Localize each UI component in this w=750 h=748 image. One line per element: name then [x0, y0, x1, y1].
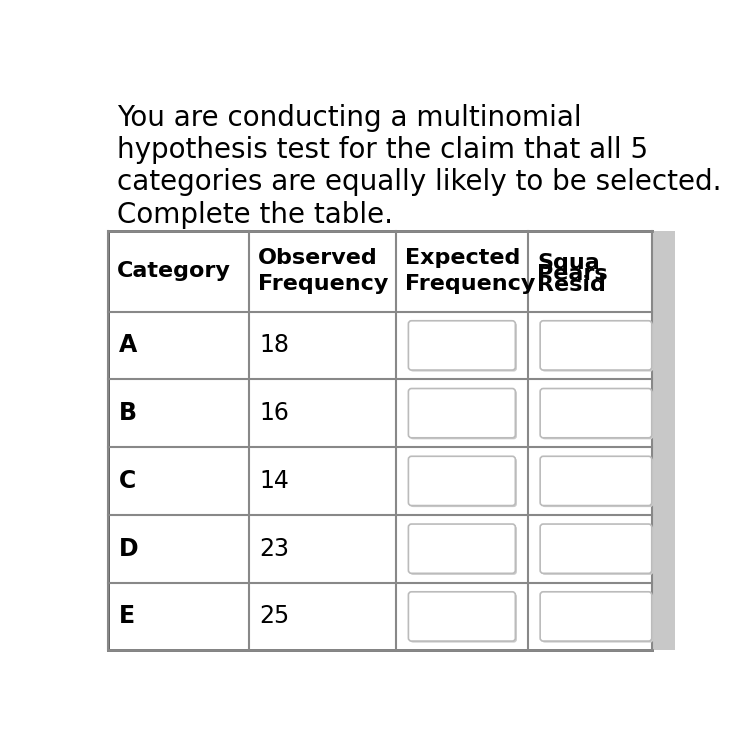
FancyBboxPatch shape	[410, 322, 517, 372]
Text: Category: Category	[117, 261, 231, 281]
Text: E: E	[118, 604, 135, 628]
FancyBboxPatch shape	[410, 526, 517, 575]
Text: hypothesis test for the claim that all 5: hypothesis test for the claim that all 5	[117, 136, 648, 164]
Text: categories are equally likely to be selected.: categories are equally likely to be sele…	[117, 168, 722, 196]
FancyBboxPatch shape	[409, 524, 515, 573]
FancyBboxPatch shape	[540, 592, 652, 641]
Text: 18: 18	[260, 334, 290, 358]
Text: 23: 23	[260, 536, 290, 561]
FancyBboxPatch shape	[542, 526, 653, 575]
FancyBboxPatch shape	[540, 456, 652, 506]
FancyBboxPatch shape	[542, 593, 653, 643]
FancyBboxPatch shape	[409, 592, 515, 641]
Bar	[108, 230, 652, 650]
Text: Observed
Frequency: Observed Frequency	[258, 248, 388, 294]
Text: 25: 25	[260, 604, 290, 628]
FancyBboxPatch shape	[410, 458, 517, 507]
FancyBboxPatch shape	[409, 321, 515, 370]
Text: Expected
Frequency: Expected Frequency	[405, 248, 536, 294]
Text: 14: 14	[260, 469, 290, 493]
Text: A: A	[118, 334, 136, 358]
Text: B: B	[118, 401, 136, 425]
FancyBboxPatch shape	[410, 390, 517, 439]
Text: Complete the table.: Complete the table.	[117, 200, 393, 229]
Text: You are conducting a multinomial: You are conducting a multinomial	[117, 104, 582, 132]
FancyBboxPatch shape	[542, 458, 653, 507]
FancyBboxPatch shape	[409, 456, 515, 506]
FancyBboxPatch shape	[542, 390, 653, 439]
FancyBboxPatch shape	[540, 321, 652, 370]
Text: Squa: Squa	[537, 254, 600, 274]
Text: Pears: Pears	[537, 264, 608, 284]
Text: C: C	[118, 469, 136, 493]
FancyBboxPatch shape	[410, 593, 517, 643]
FancyBboxPatch shape	[540, 524, 652, 573]
Bar	[652, 230, 675, 650]
Text: D: D	[118, 536, 138, 561]
Text: 16: 16	[260, 401, 290, 425]
FancyBboxPatch shape	[409, 388, 515, 438]
FancyBboxPatch shape	[540, 388, 652, 438]
Text: Resid: Resid	[537, 275, 606, 295]
FancyBboxPatch shape	[542, 322, 653, 372]
